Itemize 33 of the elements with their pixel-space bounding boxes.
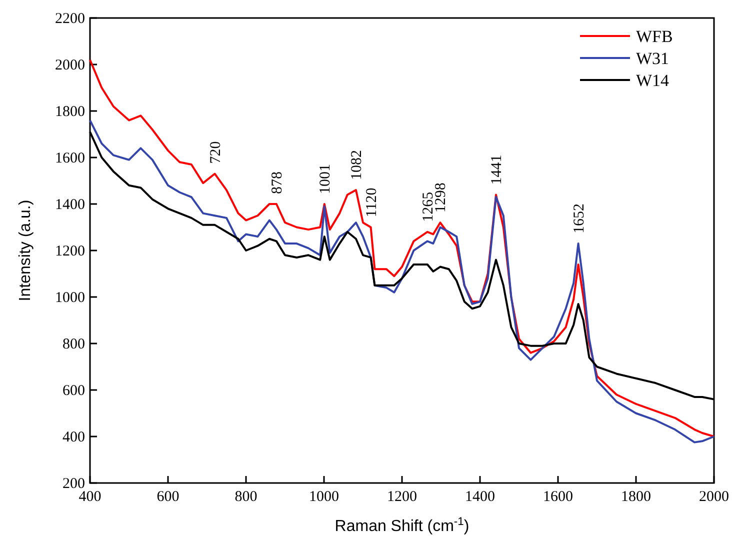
annotation: 1082 xyxy=(348,150,365,180)
legend-label: W14 xyxy=(636,71,670,90)
x-tick-label: 400 xyxy=(78,489,102,505)
x-tick-label: 1800 xyxy=(621,489,651,505)
y-tick-label: 1600 xyxy=(55,150,85,166)
x-tick-label: 2000 xyxy=(699,489,729,505)
y-tick-label: 2200 xyxy=(55,11,85,27)
legend-label: WFB xyxy=(636,27,673,46)
y-tick-label: 400 xyxy=(62,430,85,446)
y-tick-label: 1400 xyxy=(55,197,85,213)
y-tick-label: 800 xyxy=(62,336,85,352)
x-axis-title: Raman Shift (cm$^{-1}$) xyxy=(334,516,470,535)
x-tick-label: 1000 xyxy=(309,489,339,505)
x-tick-label: 1600 xyxy=(543,489,573,505)
x-tick-label: 800 xyxy=(234,489,258,505)
annotation: 720 xyxy=(208,141,224,164)
y-tick-label: 1800 xyxy=(55,104,85,120)
y-tick-label: 1000 xyxy=(55,290,85,306)
x-tick-label: 600 xyxy=(156,489,180,505)
annotation: 1441 xyxy=(488,154,505,185)
annotation: 1652 xyxy=(571,204,588,234)
annotation: 878 xyxy=(269,172,286,194)
y-tick-label: 600 xyxy=(62,383,85,399)
line-series xyxy=(89,119,715,444)
y-tick-label: 200 xyxy=(62,476,85,492)
y-tick-label: 1200 xyxy=(55,244,85,260)
annotation: 1001 xyxy=(317,164,334,194)
x-tick-label: 1400 xyxy=(465,489,495,505)
y-axis-title: Intensity (a.u.) xyxy=(17,200,34,302)
annotation: 1120 xyxy=(364,188,380,218)
legend-label: W31 xyxy=(636,49,670,68)
x-tick-label: 1200 xyxy=(387,489,417,505)
y-tick-label: 2000 xyxy=(55,58,85,74)
